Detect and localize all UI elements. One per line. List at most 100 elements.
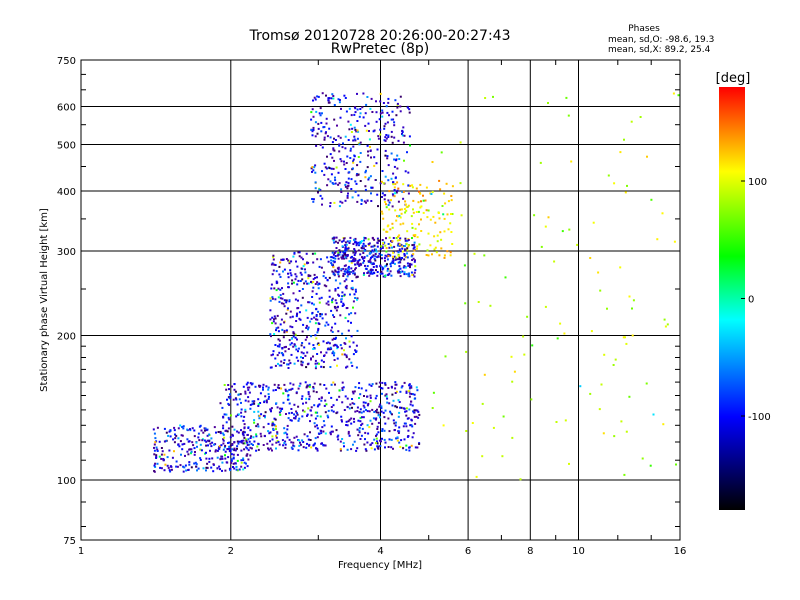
data-point	[156, 426, 159, 429]
data-point	[321, 203, 323, 206]
data-point	[314, 411, 317, 414]
data-point	[363, 406, 366, 409]
data-point	[414, 446, 417, 449]
data-point	[331, 430, 334, 433]
data-point	[343, 349, 345, 352]
data-point	[350, 261, 353, 264]
data-point	[403, 245, 405, 247]
data-point	[388, 402, 391, 405]
data-point	[302, 265, 305, 268]
data-point	[372, 254, 375, 257]
data-point	[392, 172, 395, 175]
data-point	[234, 390, 237, 393]
data-point	[619, 151, 622, 154]
data-point	[259, 432, 262, 435]
data-point	[243, 448, 246, 451]
data-point	[402, 266, 405, 269]
colorbar-tick-label: 0	[748, 295, 754, 306]
data-point	[304, 280, 307, 283]
data-point	[352, 258, 355, 261]
data-point	[269, 447, 272, 450]
data-point	[484, 97, 487, 99]
data-point	[339, 251, 342, 254]
data-point	[342, 254, 345, 257]
data-point	[360, 203, 363, 205]
data-point	[395, 256, 398, 259]
data-point	[294, 333, 297, 336]
data-point	[374, 410, 377, 412]
data-point	[433, 235, 436, 238]
data-point	[175, 460, 178, 463]
data-point	[242, 457, 245, 460]
data-point	[403, 271, 406, 274]
data-point	[153, 446, 155, 449]
data-point	[338, 239, 341, 242]
data-point	[398, 265, 401, 268]
data-point	[230, 414, 232, 417]
data-point	[246, 386, 249, 389]
data-point	[155, 457, 158, 459]
data-point	[297, 405, 300, 408]
data-point	[408, 408, 411, 411]
data-point	[386, 157, 389, 160]
data-point	[372, 250, 375, 253]
data-point	[369, 150, 372, 152]
plot-frame	[80, 59, 681, 541]
data-point	[387, 446, 390, 448]
data-point	[405, 209, 408, 212]
data-point	[402, 183, 405, 186]
data-point	[362, 416, 365, 419]
data-point	[328, 167, 331, 170]
data-point	[347, 265, 350, 268]
data-point	[250, 435, 253, 438]
data-point	[334, 322, 337, 325]
data-point	[332, 350, 335, 353]
data-point	[353, 238, 356, 241]
data-point	[292, 332, 295, 335]
data-point	[229, 444, 232, 447]
data-point	[179, 464, 182, 467]
data-point	[483, 254, 486, 257]
data-point	[269, 318, 272, 321]
data-point	[328, 101, 331, 104]
data-point	[192, 444, 195, 447]
data-point	[372, 417, 375, 420]
data-point	[356, 92, 358, 95]
y-tick-label: 400	[57, 187, 76, 198]
data-point	[365, 268, 368, 270]
data-point	[401, 134, 404, 137]
data-point	[344, 244, 347, 247]
data-point	[400, 386, 403, 389]
data-point	[314, 362, 317, 365]
data-point	[368, 242, 371, 245]
data-point	[295, 315, 298, 318]
data-point	[350, 417, 353, 420]
data-point	[380, 270, 383, 273]
data-point	[214, 450, 217, 453]
data-point	[387, 101, 390, 104]
data-point	[280, 302, 283, 305]
data-point	[293, 251, 296, 254]
data-point	[431, 407, 434, 409]
data-point	[238, 398, 241, 401]
data-point	[390, 274, 393, 277]
data-point	[430, 193, 433, 195]
data-point	[337, 293, 340, 296]
data-point	[646, 155, 648, 158]
data-point	[232, 457, 235, 460]
data-point	[317, 404, 320, 407]
data-point	[231, 443, 234, 445]
data-point	[368, 130, 370, 132]
data-point	[240, 411, 243, 414]
data-point	[343, 280, 346, 283]
data-point	[222, 416, 225, 419]
data-point	[349, 157, 352, 159]
data-point	[343, 94, 346, 97]
data-point	[292, 444, 295, 447]
data-point	[355, 351, 357, 353]
data-point	[406, 230, 409, 233]
data-point	[511, 380, 514, 383]
data-point	[463, 264, 466, 267]
data-point	[321, 112, 323, 115]
data-point	[257, 398, 260, 401]
